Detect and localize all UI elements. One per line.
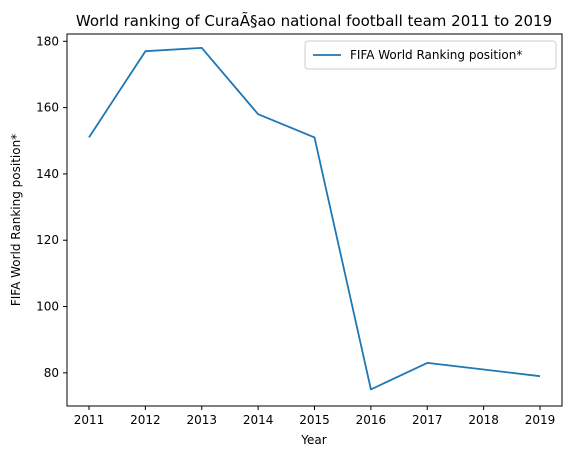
x-tick-label: 2015	[299, 413, 330, 427]
plot-area: 2011 2012 2013 2014 2015 2016 2017 2018 2019 80 1…	[36, 33, 563, 427]
x-tick-label: 2018	[468, 413, 499, 427]
legend: FIFA World Ranking position*	[304, 40, 557, 70]
x-tick-label: 2019	[525, 413, 556, 427]
x-tick-label: 2013	[186, 413, 217, 427]
x-tick-label: 2014	[243, 413, 274, 427]
y-tick-label: 120	[36, 233, 59, 247]
x-tick-label: 2017	[412, 413, 443, 427]
y-tick-label: 140	[36, 167, 59, 181]
series-line	[88, 47, 541, 391]
y-axis: 80 100 120 140 160 180	[36, 34, 67, 380]
x-tick-label: 2012	[130, 413, 161, 427]
x-axis: 2011 2012 2013 2014 2015 2016 2017 2018 2019	[74, 406, 556, 427]
legend-entry: FIFA World Ranking position*	[350, 48, 522, 62]
y-tick-label: 180	[36, 34, 59, 48]
x-tick-label: 2011	[74, 413, 105, 427]
y-tick-label: 160	[36, 101, 59, 115]
y-axis-label: FIFA World Ranking position*	[9, 134, 23, 306]
x-tick-label: 2016	[356, 413, 387, 427]
y-tick-label: 80	[44, 366, 59, 380]
series-layer	[88, 47, 541, 391]
x-axis-label: Year	[300, 433, 326, 447]
chart-title: World ranking of CuraÃ§ao national footb…	[76, 11, 552, 30]
legend-box	[304, 40, 557, 70]
y-tick-label: 100	[36, 300, 59, 314]
plot-frame	[66, 33, 563, 407]
